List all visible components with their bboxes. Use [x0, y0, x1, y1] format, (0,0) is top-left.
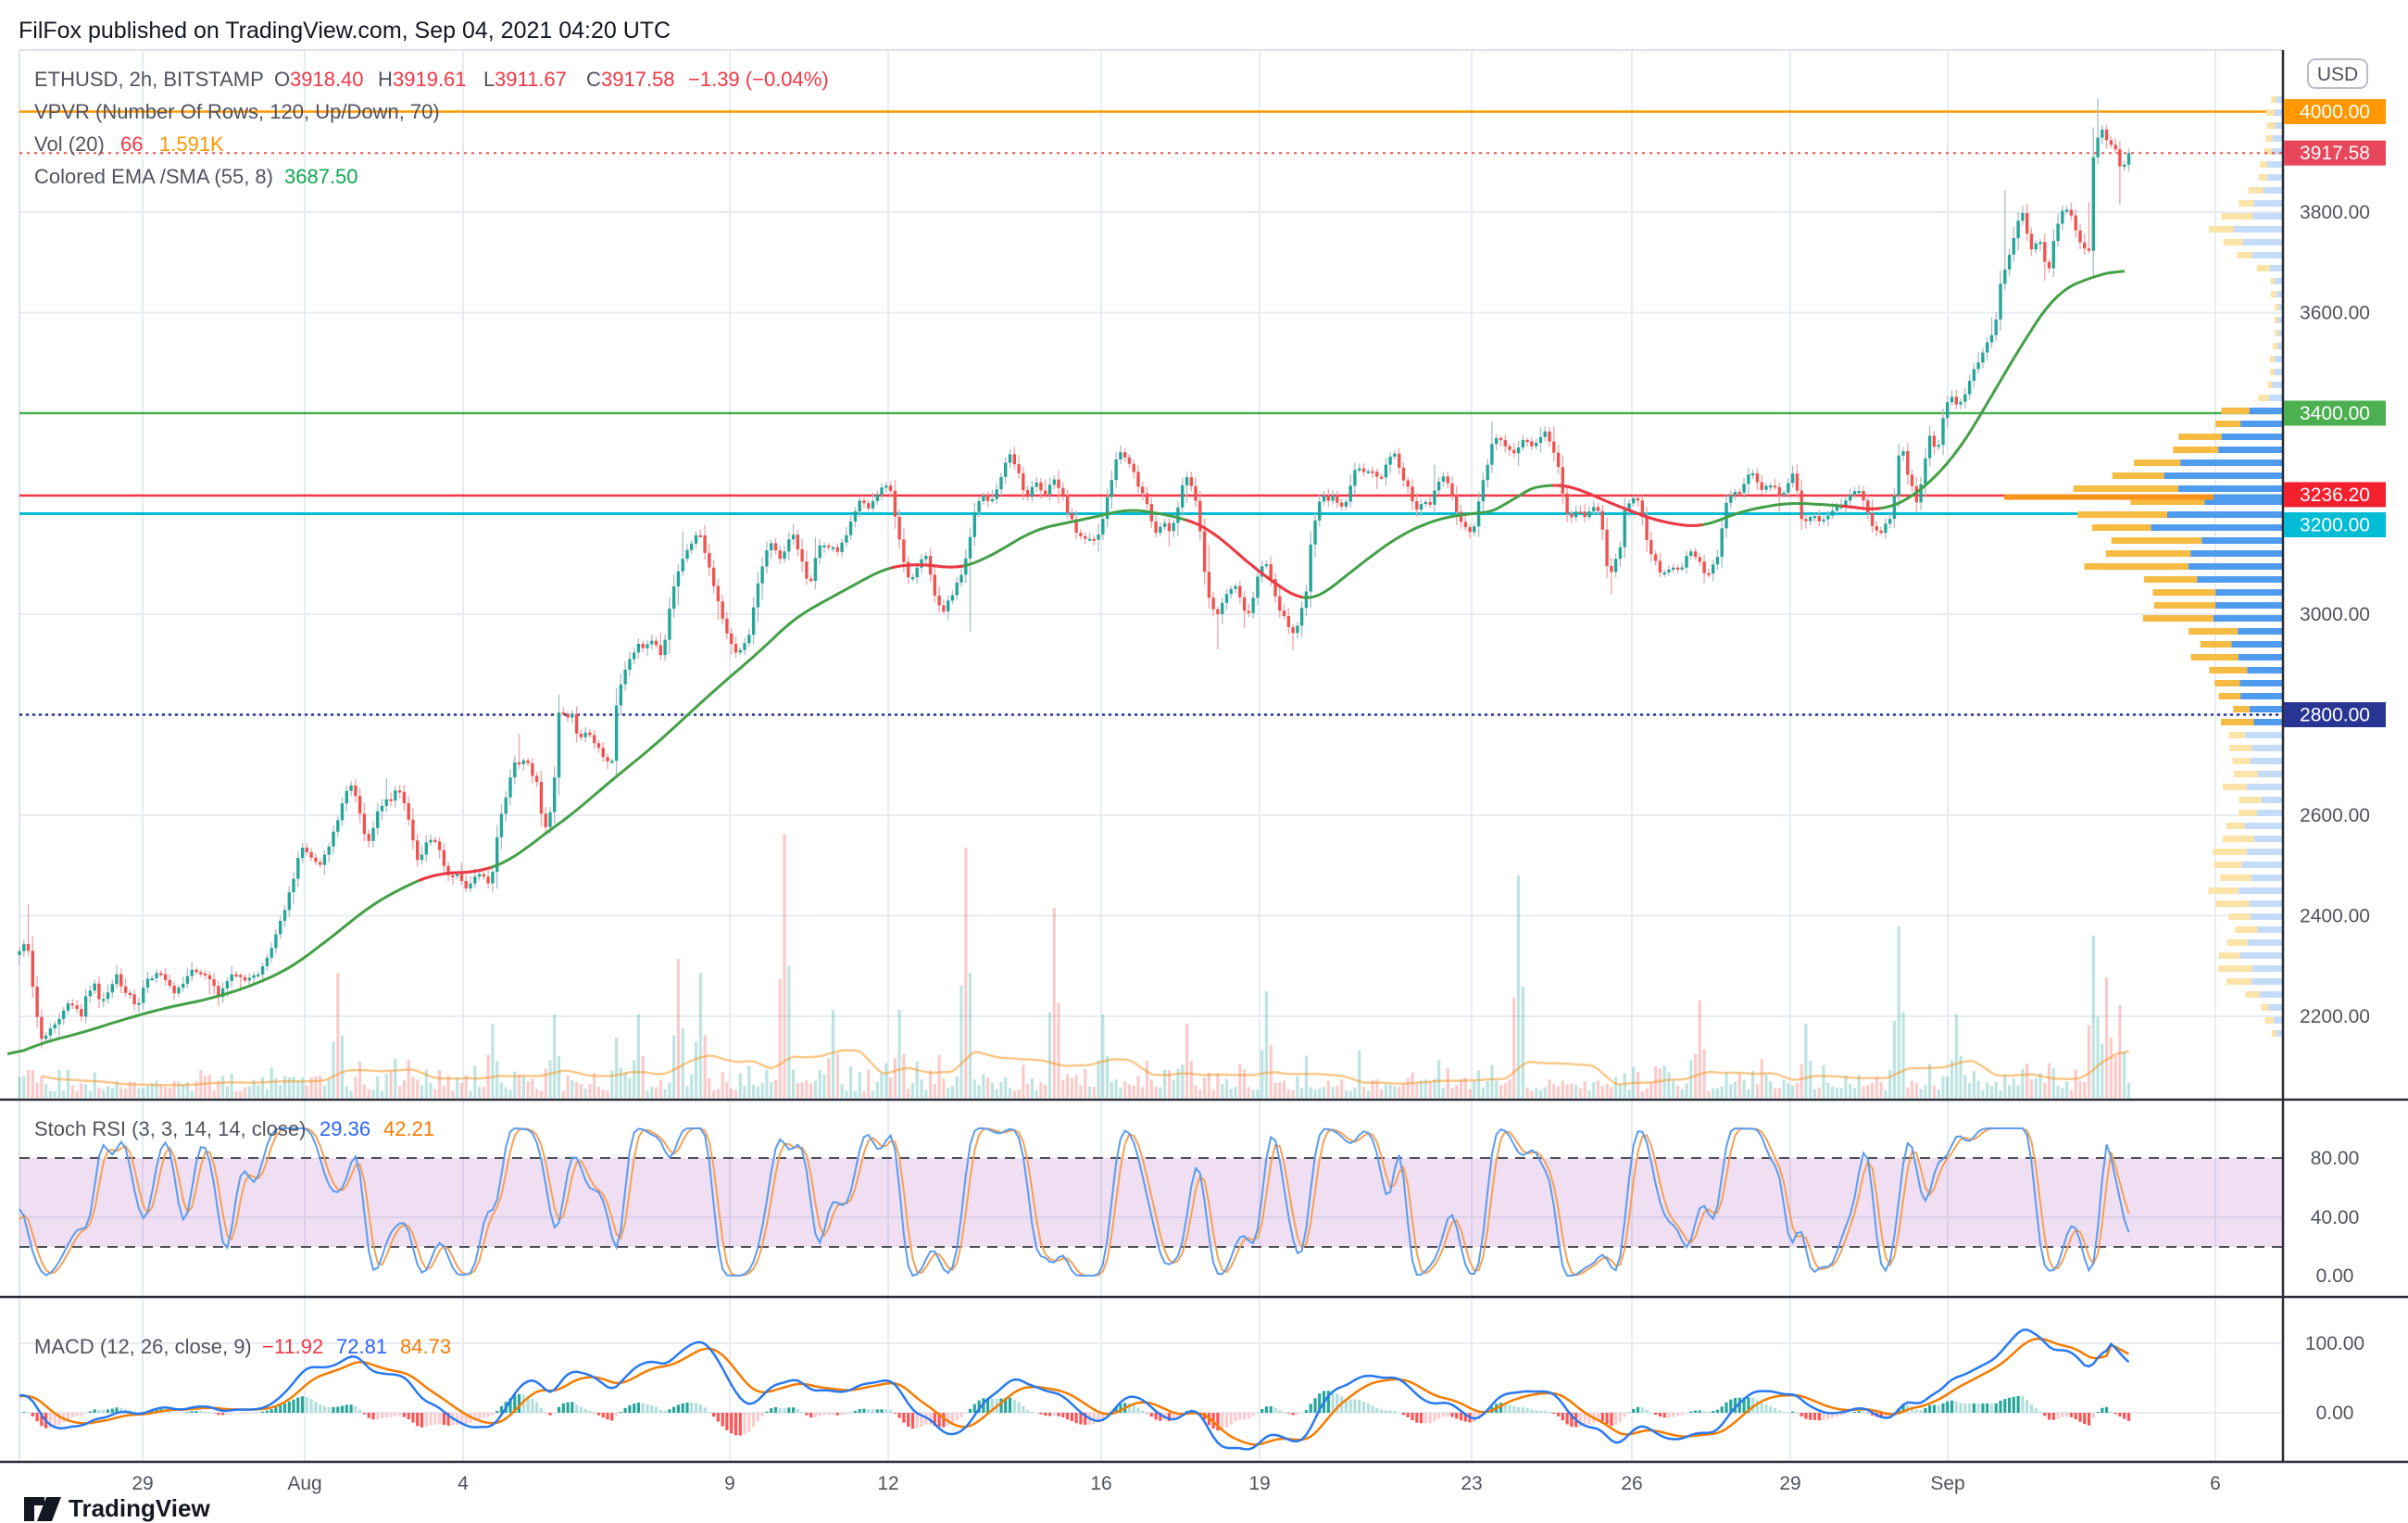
svg-text:−11.92: −11.92	[262, 1335, 323, 1358]
svg-text:VPVR (Number Of Rows, 120, Up/: VPVR (Number Of Rows, 120, Up/Down, 70)	[34, 100, 440, 123]
svg-text:TradingView: TradingView	[69, 1494, 210, 1522]
svg-text:Vol (20): Vol (20)	[34, 132, 105, 156]
svg-text:2800.00: 2800.00	[2300, 705, 2370, 726]
svg-text:−1.39 (−0.04%): −1.39 (−0.04%)	[688, 68, 829, 91]
svg-text:3687.50: 3687.50	[284, 165, 358, 188]
svg-text:80.00: 80.00	[2311, 1148, 2360, 1169]
svg-text:12: 12	[877, 1473, 898, 1494]
svg-text:4000.00: 4000.00	[2300, 102, 2370, 123]
svg-text:2600.00: 2600.00	[2300, 805, 2370, 826]
svg-text:3200.00: 3200.00	[2300, 515, 2370, 536]
svg-text:MACD (12, 26, close, 9): MACD (12, 26, close, 9)	[34, 1335, 252, 1358]
svg-text:40.00: 40.00	[2311, 1207, 2360, 1228]
svg-text:29.36: 29.36	[320, 1117, 370, 1140]
svg-text:66: 66	[120, 132, 143, 156]
svg-text:H: H	[378, 68, 393, 91]
svg-text:0.00: 0.00	[2316, 1265, 2354, 1287]
svg-text:1.591K: 1.591K	[159, 132, 224, 156]
svg-text:Colored EMA /SMA (55, 8): Colored EMA /SMA (55, 8)	[34, 165, 273, 188]
svg-text:3918.40: 3918.40	[290, 68, 364, 91]
svg-text:23: 23	[1461, 1473, 1482, 1494]
svg-text:3600.00: 3600.00	[2300, 303, 2370, 324]
svg-text:Aug: Aug	[287, 1473, 321, 1494]
svg-text:Stoch RSI (3, 3, 14, 14, close: Stoch RSI (3, 3, 14, 14, close)	[34, 1117, 306, 1140]
svg-text:42.21: 42.21	[383, 1117, 434, 1140]
svg-text:3000.00: 3000.00	[2300, 604, 2370, 625]
svg-text:6: 6	[2210, 1473, 2221, 1494]
svg-text:9: 9	[724, 1473, 735, 1494]
svg-text:3917.58: 3917.58	[601, 68, 675, 91]
svg-text:3917.58: 3917.58	[2300, 143, 2370, 164]
svg-text:3800.00: 3800.00	[2300, 202, 2370, 223]
svg-text:3236.20: 3236.20	[2300, 485, 2370, 506]
svg-text:29: 29	[1779, 1473, 1800, 1494]
svg-text:ETHUSD, 2h, BITSTAMP: ETHUSD, 2h, BITSTAMP	[34, 68, 264, 91]
svg-text:C: C	[586, 68, 601, 91]
svg-text:29: 29	[132, 1473, 153, 1494]
svg-text:FilFox published on TradingVie: FilFox published on TradingView.com, Sep…	[19, 18, 671, 44]
svg-text:72.81: 72.81	[336, 1335, 387, 1358]
svg-text:26: 26	[1621, 1473, 1642, 1494]
svg-text:Sep: Sep	[1930, 1473, 1964, 1494]
svg-text:16: 16	[1090, 1473, 1111, 1494]
svg-text:3911.67: 3911.67	[495, 68, 567, 91]
svg-text:2400.00: 2400.00	[2300, 906, 2370, 927]
svg-text:84.73: 84.73	[400, 1335, 451, 1358]
svg-text:0.00: 0.00	[2316, 1403, 2354, 1424]
svg-text:O: O	[274, 68, 290, 91]
svg-text:4: 4	[458, 1473, 469, 1494]
svg-text:USD: USD	[2317, 64, 2358, 85]
svg-text:2200.00: 2200.00	[2300, 1006, 2370, 1027]
svg-text:3400.00: 3400.00	[2300, 403, 2370, 424]
svg-text:3919.61: 3919.61	[393, 68, 467, 91]
svg-text:L: L	[483, 68, 495, 91]
svg-text:100.00: 100.00	[2305, 1333, 2364, 1354]
svg-text:19: 19	[1248, 1473, 1270, 1494]
